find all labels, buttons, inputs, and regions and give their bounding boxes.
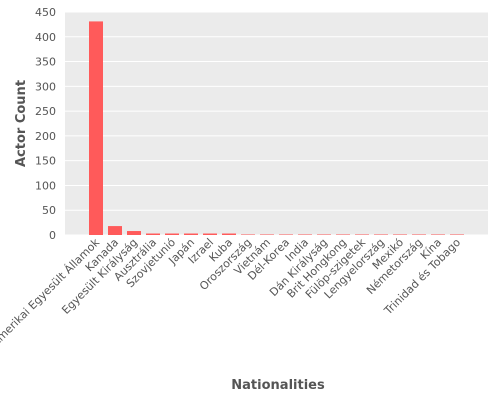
y-tick-label: 100 (35, 179, 56, 192)
x-axis-title: Nationalities (231, 378, 325, 393)
bar (184, 233, 198, 235)
y-tick-label: 450 (35, 6, 56, 19)
y-tick-label: 150 (35, 155, 56, 168)
bar (222, 233, 236, 235)
x-axis-ticks: Amerikai Egyesült ÁllamokKanadaEgyesült … (0, 235, 463, 349)
gridlines (65, 11, 488, 236)
y-tick-label: 350 (35, 56, 56, 69)
bar (89, 21, 103, 235)
y-axis-title: Actor Count (14, 80, 29, 167)
y-axis-ticks: 0 50 100 150 200 250 300 350 400 450 (35, 6, 56, 242)
y-tick-label: 300 (35, 80, 56, 93)
y-tick-label: 0 (49, 229, 56, 242)
y-tick-label: 400 (35, 31, 56, 44)
y-tick-label: 200 (35, 130, 56, 143)
y-tick-label: 250 (35, 105, 56, 118)
bar (203, 233, 217, 235)
bar (108, 226, 122, 235)
y-tick-label: 50 (42, 204, 56, 217)
plot-area (65, 12, 488, 235)
bar (165, 233, 179, 235)
bars (89, 21, 464, 235)
bar (146, 233, 160, 235)
bar (127, 231, 141, 235)
